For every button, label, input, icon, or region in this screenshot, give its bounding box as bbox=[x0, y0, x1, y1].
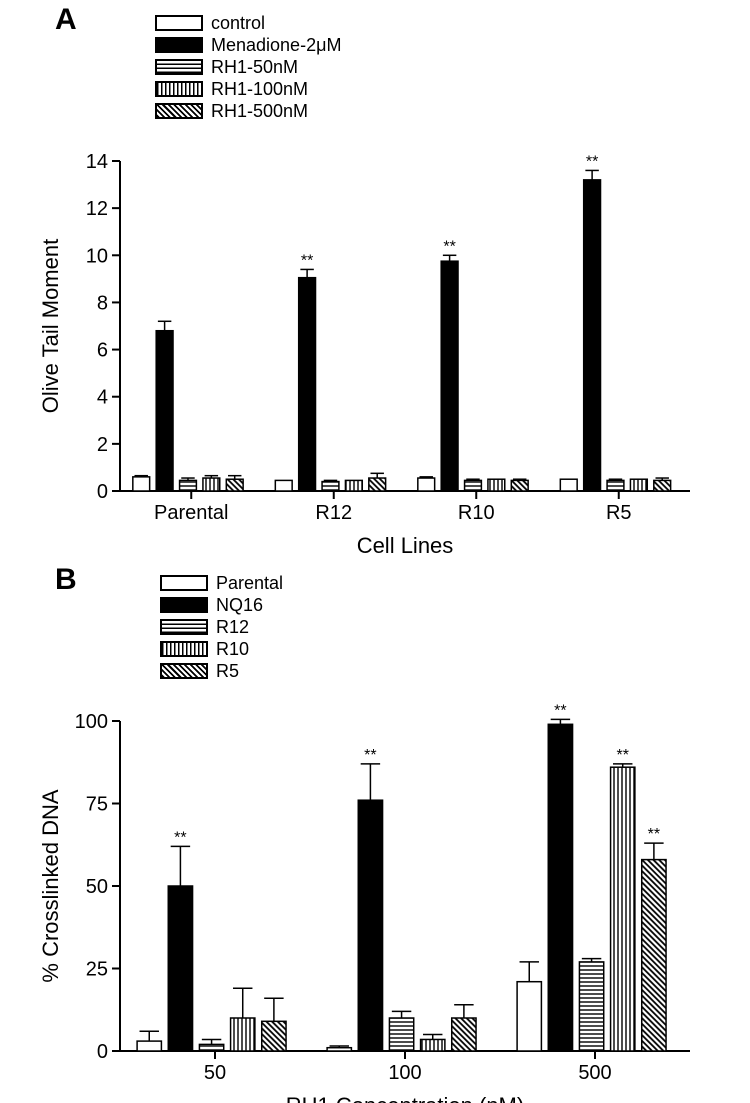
svg-text:**: ** bbox=[174, 829, 186, 846]
svg-text:8: 8 bbox=[97, 292, 108, 314]
svg-text:**: ** bbox=[301, 252, 313, 269]
svg-text:6: 6 bbox=[97, 340, 108, 362]
panel-b-plot: 0255075100% Crosslinked DNA50**100**500*… bbox=[0, 560, 750, 1080]
svg-text:**: ** bbox=[443, 238, 455, 255]
panel-a-plot: 02468101214Olive Tail MomentParentalR12*… bbox=[0, 0, 750, 510]
svg-text:2: 2 bbox=[97, 434, 108, 456]
svg-text:0: 0 bbox=[97, 1041, 108, 1063]
svg-text:50: 50 bbox=[86, 876, 108, 898]
svg-text:0: 0 bbox=[97, 481, 108, 503]
svg-text:500: 500 bbox=[578, 1062, 611, 1084]
panel-b: B ParentalNQ16R12R10R5 0255075100% Cross… bbox=[0, 560, 750, 1080]
svg-text:4: 4 bbox=[97, 387, 108, 409]
figure-page: { "colors": { "background": "#ffffff", "… bbox=[0, 0, 750, 1103]
svg-text:75: 75 bbox=[86, 794, 108, 816]
svg-text:12: 12 bbox=[86, 198, 108, 220]
svg-text:R10: R10 bbox=[458, 502, 495, 524]
svg-text:Cell Lines: Cell Lines bbox=[357, 533, 454, 558]
svg-text:14: 14 bbox=[86, 151, 108, 173]
panel-a: A controlMenadione-2μMRH1-50nMRH1-100nMR… bbox=[0, 0, 750, 510]
svg-text:25: 25 bbox=[86, 959, 108, 981]
svg-text:**: ** bbox=[617, 747, 629, 764]
svg-text:**: ** bbox=[648, 826, 660, 843]
svg-text:50: 50 bbox=[204, 1062, 226, 1084]
svg-text:Olive Tail Moment: Olive Tail Moment bbox=[38, 239, 63, 413]
svg-text:RH1 Concentration (nM): RH1 Concentration (nM) bbox=[286, 1093, 524, 1103]
svg-text:100: 100 bbox=[75, 711, 108, 733]
svg-text:**: ** bbox=[554, 702, 566, 719]
svg-text:% Crosslinked DNA: % Crosslinked DNA bbox=[38, 789, 63, 982]
svg-text:**: ** bbox=[586, 153, 598, 170]
svg-text:10: 10 bbox=[86, 245, 108, 267]
svg-text:R5: R5 bbox=[606, 502, 632, 524]
svg-text:100: 100 bbox=[388, 1062, 421, 1084]
svg-text:Parental: Parental bbox=[154, 502, 229, 524]
svg-text:**: ** bbox=[364, 747, 376, 764]
svg-text:R12: R12 bbox=[315, 502, 352, 524]
